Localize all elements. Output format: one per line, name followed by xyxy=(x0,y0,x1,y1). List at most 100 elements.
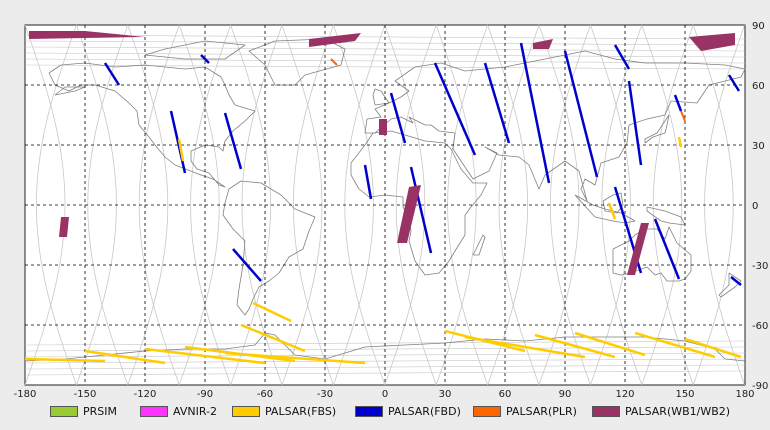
south-america-coast xyxy=(222,180,316,316)
palsar-fbd-swath xyxy=(433,62,477,156)
palsar-wb-swath xyxy=(379,119,387,135)
latitude-tick-label: 0 xyxy=(752,201,758,212)
palsar-fbd-swath xyxy=(200,54,210,64)
palsar-fbd-swath xyxy=(103,62,121,86)
palsar-fbs-swath xyxy=(677,136,683,148)
legend-swatch xyxy=(355,405,383,417)
longitude-tick-label: -120 xyxy=(134,389,157,400)
palsar-wb-swath xyxy=(627,223,649,275)
palsar-fbd-swath xyxy=(232,248,262,282)
new-zealand-coast xyxy=(718,272,742,298)
palsar-fbs-swath xyxy=(534,333,616,359)
observation-swaths xyxy=(24,31,742,365)
legend-swatch xyxy=(232,405,260,417)
legend-label: PALSAR(FBD) xyxy=(388,404,461,418)
palsar-fbs-swath xyxy=(84,349,166,365)
palsar-plr-swath xyxy=(680,110,686,122)
legend-swatch xyxy=(140,405,168,417)
orbit-track xyxy=(230,24,272,386)
palsar-fbs-swath xyxy=(574,331,646,357)
palsar-fbs-swath xyxy=(24,357,106,363)
longitude-tick-label: 150 xyxy=(675,389,694,400)
latitude-axis: 90 60 30 0 -30 -60 -90 xyxy=(752,21,768,392)
greenland-coast xyxy=(248,38,346,86)
graticule xyxy=(25,25,745,385)
palsar-wb-swath xyxy=(309,33,361,47)
palsar-fbd-swath xyxy=(613,44,631,70)
legend-label: PALSAR(FBS) xyxy=(265,404,337,418)
greenbritain-coast xyxy=(372,88,390,106)
palsar-fbd-swath xyxy=(653,218,681,280)
legend-item-prsim: PRSIM xyxy=(50,403,117,419)
palsar-fbd-swath xyxy=(483,62,511,144)
legend-item-palsar-fbd: PALSAR(FBD) xyxy=(355,403,461,419)
palsar-fbd-swath xyxy=(389,92,407,144)
palsar-fbd-swath xyxy=(563,50,599,178)
palsar-fbd-swath xyxy=(730,276,742,286)
palsar-wb-swath xyxy=(397,185,421,243)
latitude-tick-label: 90 xyxy=(752,21,765,32)
longitude-tick-label: -90 xyxy=(197,389,213,400)
eurasia-coast xyxy=(364,50,746,202)
palsar-fbs-swath xyxy=(240,323,306,353)
longitude-tick-label: 60 xyxy=(499,389,512,400)
palsar-fbs-swath xyxy=(464,335,586,359)
antarctica-coast xyxy=(24,332,746,362)
longitude-tick-label: -30 xyxy=(317,389,333,400)
new-guinea-coast xyxy=(646,206,686,226)
legend: PRSIM AVNIR-2 PALSAR(FBS) PALSAR(FBD) PA… xyxy=(0,400,770,422)
palsar-fbs-swath xyxy=(634,331,716,359)
indonesia-coast xyxy=(574,194,636,224)
longitude-tick-label: -150 xyxy=(74,389,97,400)
palsar-wb-swath xyxy=(533,39,553,49)
legend-label: AVNIR-2 xyxy=(173,404,217,418)
latitude-tick-label: 30 xyxy=(752,141,765,152)
palsar-fbs-swath xyxy=(144,347,266,365)
latitude-tick-label: -90 xyxy=(752,381,768,392)
longitude-axis: -180 -150 -120 -90 -60 -30 0 30 60 90 120 150 180 xyxy=(14,389,755,400)
japan-coast xyxy=(644,114,670,144)
legend-item-avnir2: AVNIR-2 xyxy=(140,403,217,419)
palsar-fbd-swath xyxy=(519,42,551,184)
orbit-track xyxy=(190,24,231,386)
palsar-plr-swath xyxy=(330,58,338,66)
palsar-fbs-swath xyxy=(607,202,617,220)
palsar-fbs-swath xyxy=(252,301,292,323)
longitude-tick-label: -60 xyxy=(257,389,273,400)
latitude-tick-label: 60 xyxy=(752,81,765,92)
palsar-fbd-swath xyxy=(627,80,643,166)
longitude-tick-label: 30 xyxy=(439,389,452,400)
north-america-coast xyxy=(48,62,256,188)
longitude-tick-label: 180 xyxy=(735,389,754,400)
palsar-fbd-swath xyxy=(223,112,243,170)
borneo-coast xyxy=(602,192,624,214)
palsar-fbd-swath xyxy=(409,166,433,254)
legend-item-palsar-fbs: PALSAR(FBS) xyxy=(232,403,336,419)
palsar-fbs-swath xyxy=(684,337,742,359)
legend-item-palsar-plr: PALSAR(PLR) xyxy=(473,403,577,419)
palsar-wb-swath xyxy=(689,33,735,51)
longitude-tick-label: 0 xyxy=(382,389,388,400)
legend-label: PALSAR(WB1/WB2) xyxy=(625,404,731,418)
madagascar-coast xyxy=(472,234,486,256)
palsar-fbd-swath xyxy=(727,74,741,92)
palsar-fbs-swath xyxy=(177,138,185,162)
legend-item-palsar-wb: PALSAR(WB1/WB2) xyxy=(592,403,730,419)
orbit-track xyxy=(549,24,591,386)
coastlines xyxy=(24,38,746,362)
orbit-track xyxy=(590,24,631,386)
latitude-tick-label: -60 xyxy=(752,321,768,332)
legend-label: PRSIM xyxy=(83,404,117,418)
latitude-tick-label: -30 xyxy=(752,261,768,272)
longitude-tick-label: 120 xyxy=(615,389,634,400)
palsar-fbs-swath xyxy=(224,351,366,365)
palsar-fbd-swath xyxy=(363,164,373,200)
palsar-fbd-swath xyxy=(169,110,187,174)
palsar-fbd-swath xyxy=(673,94,683,112)
legend-swatch xyxy=(592,405,620,417)
legend-swatch xyxy=(50,405,78,417)
longitude-tick-label: 90 xyxy=(559,389,572,400)
legend-swatch xyxy=(473,405,501,417)
africa-coast xyxy=(350,130,488,276)
